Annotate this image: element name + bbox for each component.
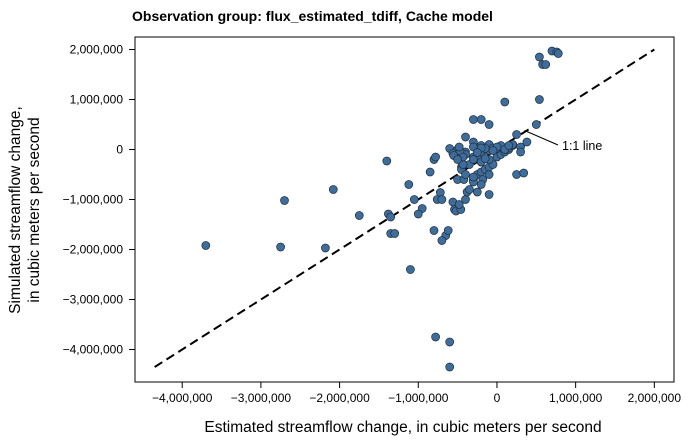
data-point	[469, 172, 478, 182]
y-axis-label: Simulated streamflow change, in cubic me…	[7, 106, 43, 314]
data-points	[201, 46, 563, 372]
data-point	[541, 60, 551, 69]
data-point	[472, 187, 482, 197]
data-point	[472, 148, 482, 157]
data-point	[531, 120, 541, 129]
data-point	[431, 152, 440, 162]
chart-title: Observation group: flux_estimated_tdiff,…	[132, 8, 493, 24]
data-point	[321, 243, 330, 253]
data-point	[443, 226, 453, 235]
y-tick-label: −1,000,000	[63, 193, 124, 207]
data-point	[445, 362, 455, 372]
data-point	[484, 120, 494, 129]
data-point	[435, 188, 445, 197]
data-point	[469, 115, 478, 124]
data-point	[516, 147, 525, 157]
x-tick-label: −1,000,000	[388, 391, 449, 405]
y-tick-label: 0	[116, 143, 123, 157]
data-point	[437, 195, 447, 204]
data-point	[535, 95, 544, 104]
data-point	[476, 180, 486, 189]
x-axis-label: Estimated streamflow change, in cubic me…	[204, 419, 601, 436]
plot-frame	[134, 36, 675, 383]
data-point	[461, 132, 470, 142]
x-tick-label: −4,000,000	[152, 391, 213, 405]
y-axis-label-line-1: Simulated streamflow change,	[7, 106, 24, 314]
one-to-one-line	[154, 48, 655, 368]
x-tick-label: −2,000,000	[309, 391, 370, 405]
data-point	[406, 265, 415, 274]
data-point	[404, 180, 414, 189]
data-point	[280, 196, 289, 205]
data-point	[437, 236, 447, 245]
data-point	[425, 167, 435, 177]
data-point	[453, 155, 462, 164]
data-point	[431, 332, 440, 342]
data-point	[354, 211, 364, 220]
data-point	[484, 190, 494, 199]
data-point	[429, 226, 439, 235]
data-point	[522, 137, 532, 147]
y-tick-label: −2,000,000	[63, 243, 124, 257]
data-point	[445, 337, 455, 347]
data-point	[500, 97, 510, 107]
data-point	[390, 229, 400, 238]
x-tick-label: 2,000,000	[628, 391, 682, 405]
data-point	[512, 130, 521, 139]
data-point	[488, 146, 498, 155]
data-point	[465, 185, 474, 194]
x-tick-label: 1,000,000	[549, 391, 603, 405]
data-point	[480, 154, 490, 163]
data-point	[382, 156, 392, 166]
data-point	[553, 49, 563, 58]
x-axis: −4,000,000 −3,000,000 −2,000,000 −1,000,000…	[152, 382, 681, 405]
y-tick-label: 2,000,000	[70, 43, 124, 57]
data-point	[461, 195, 470, 204]
data-point	[519, 168, 529, 178]
y-tick-label: 1,000,000	[70, 93, 124, 107]
one-to-one-annotation-leader	[524, 130, 559, 146]
x-tick-label: 0	[494, 391, 501, 405]
data-point	[512, 170, 521, 179]
data-point	[535, 52, 544, 62]
data-point	[201, 241, 211, 250]
data-point	[276, 242, 285, 252]
data-point	[328, 185, 338, 194]
data-point	[386, 212, 396, 222]
data-point	[409, 195, 419, 204]
data-point	[476, 115, 486, 124]
one-to-one-annotation-label: 1:1 line	[562, 139, 602, 153]
data-point	[413, 209, 423, 219]
y-tick-label: −4,000,000	[63, 343, 124, 357]
data-point	[454, 142, 464, 152]
data-point	[469, 155, 478, 164]
x-tick-label: −3,000,000	[231, 391, 292, 405]
y-tick-label: −3,000,000	[63, 293, 124, 307]
data-point	[484, 170, 494, 179]
data-point	[461, 170, 470, 179]
data-point	[454, 200, 464, 209]
data-point	[504, 141, 514, 150]
y-axis-label-line-2: in cubic meters per second	[26, 117, 43, 302]
y-axis: 2,000,000 1,000,000 0 −1,000,000 −2,000,000 −…	[63, 43, 135, 357]
